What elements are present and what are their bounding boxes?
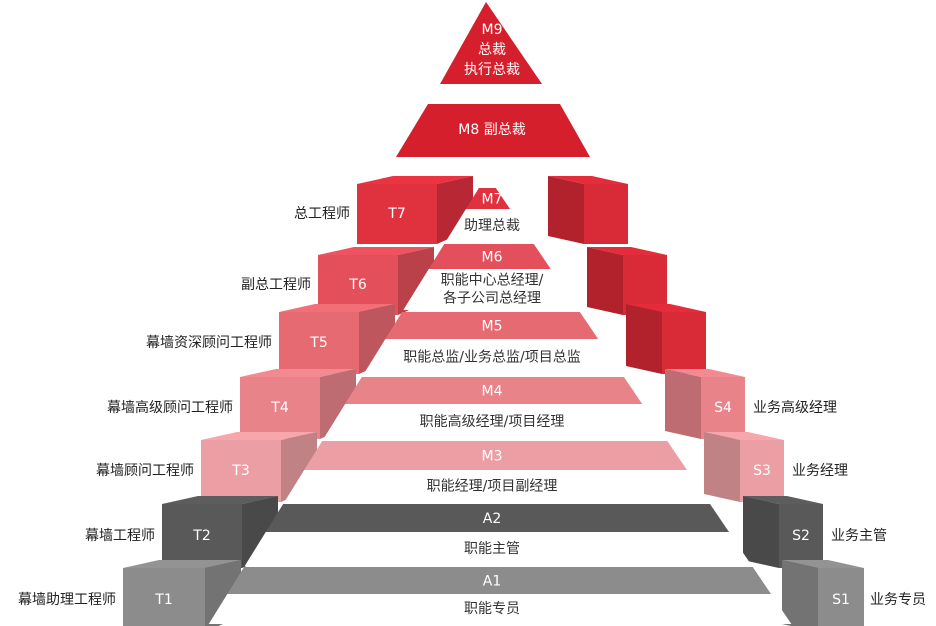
tier-label-s1: 业务专员 [870, 592, 926, 608]
right-block-6-side [743, 496, 779, 568]
right-block-2-top [587, 247, 667, 255]
band-m4 [345, 377, 643, 404]
band-m6 [428, 244, 551, 269]
band-m5 [385, 312, 599, 339]
tier-code-t6: T6 [348, 277, 367, 293]
band-m3-body [283, 470, 710, 503]
apex-triangle [440, 2, 542, 84]
band-a2 [265, 504, 729, 532]
level-code-m7: M7 [482, 192, 503, 208]
tier-code-t2: T2 [192, 528, 210, 544]
level-title-a2-line1: 职能主管 [464, 541, 520, 557]
level-code-a1: A1 [483, 574, 501, 590]
band-a2-body [244, 532, 753, 566]
band-a1 [227, 567, 772, 594]
apex-title-line2: 执行总裁 [464, 62, 520, 78]
tier-label-s2: 业务主管 [831, 528, 887, 544]
tier-label-s3: 业务经理 [792, 463, 848, 479]
tier-t5-front [279, 312, 359, 374]
level-code-m5: M5 [482, 319, 503, 335]
right-block-3-side [626, 304, 662, 374]
level-title-m7-line1: 助理总裁 [464, 218, 520, 234]
right-block-2-side [587, 247, 623, 315]
tier-t3-top [201, 432, 317, 440]
tier-code-t7: T7 [387, 206, 405, 222]
apex-title-line1: 总裁 [478, 42, 506, 58]
level-title-m4-line1: 职能高级经理/项目经理 [420, 413, 565, 430]
tier-code-t4: T4 [270, 400, 289, 416]
right-block-1-side [548, 176, 584, 244]
band-m7-body [444, 209, 534, 243]
tier-label-t7: 总工程师 [294, 206, 350, 222]
right-block-4-side [665, 369, 701, 439]
level-code-m3: M3 [482, 449, 503, 465]
band-m3 [304, 441, 687, 470]
tier-t1-front [123, 568, 205, 626]
right-block-6-front [779, 504, 823, 568]
level-title-a1-line1: 职能专员 [464, 601, 520, 617]
right-block-5-front [740, 440, 784, 502]
m8-trapezoid [396, 104, 590, 157]
right-block-1-top [548, 176, 628, 184]
tier-label-t4: 幕墙高级顾问工程师 [107, 399, 233, 416]
band-m5-body [362, 339, 624, 376]
tier-code-s2: S2 [792, 528, 810, 544]
tier-t1-top [123, 560, 241, 568]
band-m4-body [322, 404, 667, 440]
tier-label-t5: 幕墙资深顾问工程师 [146, 335, 272, 351]
tier-code-s1: S1 [832, 592, 850, 608]
level-title-m5-line1: 职能总监/业务总监/项目总监 [403, 350, 580, 366]
level-code-m6: M6 [482, 250, 503, 266]
level-title-m6-line2: 各子公司总经理 [443, 291, 541, 307]
band-a1-body [208, 594, 792, 624]
level-title-m6-line1: 职能中心总经理/ [441, 273, 544, 289]
level-code-a2: A2 [483, 511, 501, 527]
tier-label-s4: 业务高级经理 [753, 399, 837, 416]
right-block-5-side [704, 432, 740, 502]
level-title-m3-line1: 职能经理/项目副经理 [427, 479, 558, 495]
tier-t7-top [357, 176, 473, 184]
tier-t5-top [279, 304, 395, 312]
tier-t2-top [162, 496, 278, 504]
right-block-7-front [818, 568, 864, 626]
right-block-4-top [665, 369, 745, 377]
tier-t6-top [318, 247, 434, 255]
right-block-5-top [704, 432, 784, 440]
right-block-1-front [584, 184, 628, 244]
tier-label-t2: 幕墙工程师 [85, 528, 155, 544]
tier-label-t1: 幕墙助理工程师 [18, 592, 116, 608]
tier-code-s4: S4 [714, 400, 732, 416]
right-block-4-front [701, 377, 745, 439]
right-block-7-side [782, 560, 818, 626]
right-block-7-top [782, 560, 864, 568]
apex-code: M9 [482, 22, 503, 38]
m8-label: M8 副总裁 [458, 122, 525, 138]
tier-t3-front [201, 440, 281, 502]
tier-code-t5: T5 [309, 335, 327, 351]
band-m6-body [403, 269, 579, 310]
tier-t4-top [240, 369, 356, 377]
tier-label-t3: 幕墙顾问工程师 [96, 463, 194, 479]
right-block-6-top [743, 496, 823, 504]
tier-t2-front [162, 504, 242, 568]
tier-t7-front [357, 184, 437, 244]
tier-label-t6: 副总工程师 [241, 277, 311, 293]
tier-code-t1: T1 [154, 592, 172, 608]
right-block-3-front [662, 312, 706, 374]
tier-code-s3: S3 [753, 463, 771, 479]
level-code-m4: M4 [482, 384, 503, 400]
right-block-3-top [626, 304, 706, 312]
tier-code-t3: T3 [231, 463, 249, 479]
tier-t4-front [240, 377, 320, 439]
band-m7 [465, 188, 511, 209]
